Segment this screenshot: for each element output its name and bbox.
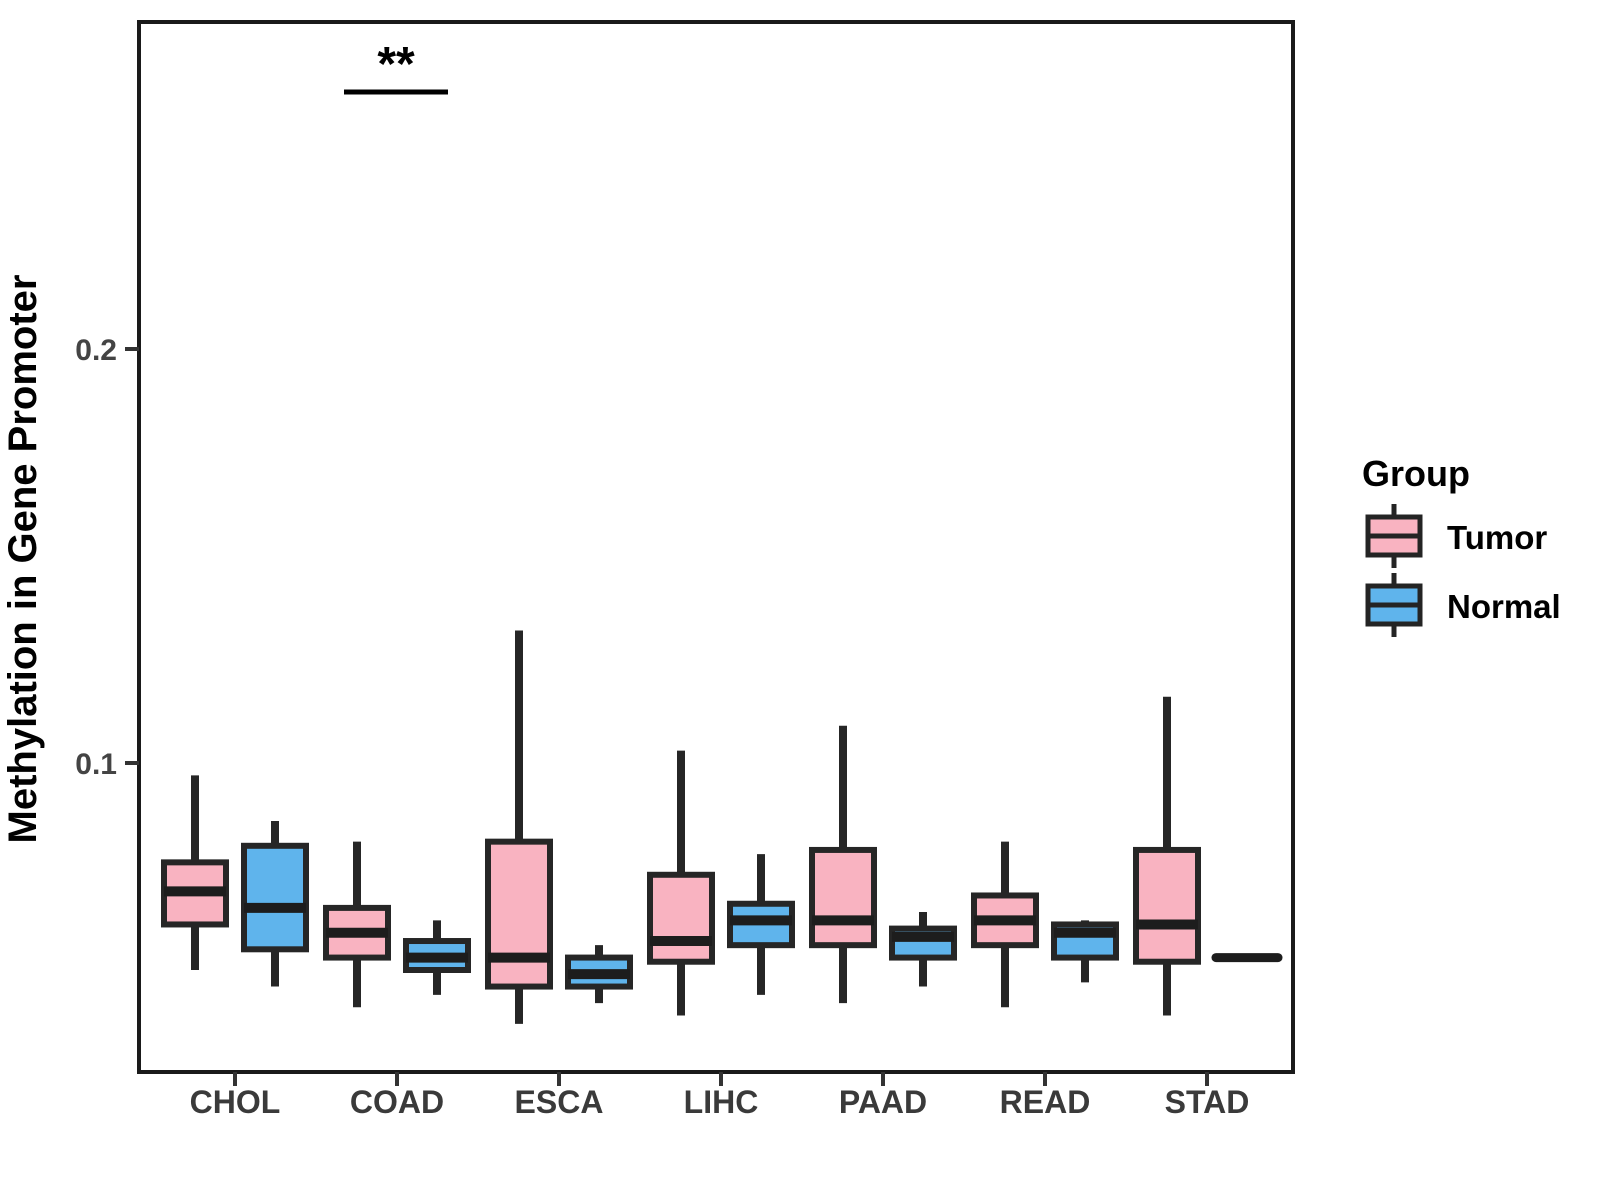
box-tumor-chol: [161, 775, 229, 970]
box-tumor-read: [971, 841, 1039, 1008]
legend-item-normal: Normal: [1365, 573, 1561, 637]
x-tick-label-read: READ: [1000, 1084, 1091, 1120]
x-tick-label-paad: PAAD: [839, 1084, 927, 1120]
significance-stars: **: [377, 38, 415, 91]
axes: 0.1 0.2 CHOL COAD ESCA LIHC PAAD READ STAD: [75, 334, 1249, 1120]
x-tick-label-stad: STAD: [1165, 1084, 1250, 1120]
legend-label-normal: Normal: [1447, 588, 1561, 625]
box-normal-lihc: [727, 854, 795, 995]
y-axis-title: Methylation in Gene Promoter: [1, 275, 45, 844]
legend-item-tumor: Tumor: [1365, 504, 1547, 568]
iqr-box: [485, 838, 553, 990]
box-normal-coad: [403, 920, 471, 995]
significance-annotation: **: [344, 38, 448, 95]
box-normal-chol: [241, 820, 309, 987]
legend-label-tumor: Tumor: [1447, 519, 1547, 556]
panel-border: [137, 20, 1295, 1074]
box-tumor-esca: [485, 630, 553, 1024]
legend-title: Group: [1362, 453, 1470, 494]
iqr-box: [241, 842, 309, 953]
iqr-box: [647, 871, 715, 965]
box-normal-read: [1051, 920, 1119, 983]
box-tumor-stad: [1133, 696, 1201, 1016]
box-normal-esca: [565, 945, 633, 1004]
iqr-box: [809, 846, 877, 949]
y-tick-label: 0.2: [75, 334, 117, 367]
iqr-box: [1133, 846, 1201, 965]
x-tick-label-chol: CHOL: [190, 1084, 281, 1120]
x-tick-label-coad: COAD: [350, 1084, 444, 1120]
x-tick-label-lihc: LIHC: [684, 1084, 759, 1120]
box-normal-paad: [889, 912, 957, 987]
box-tumor-paad: [809, 725, 877, 1004]
boxplot-marks: [161, 630, 1283, 1024]
box-tumor-lihc: [647, 750, 715, 1016]
box-tumor-coad: [323, 841, 391, 1008]
legend: Group Tumor Normal: [1362, 453, 1561, 637]
x-tick-label-esca: ESCA: [515, 1084, 604, 1120]
y-tick-label: 0.1: [75, 748, 117, 781]
